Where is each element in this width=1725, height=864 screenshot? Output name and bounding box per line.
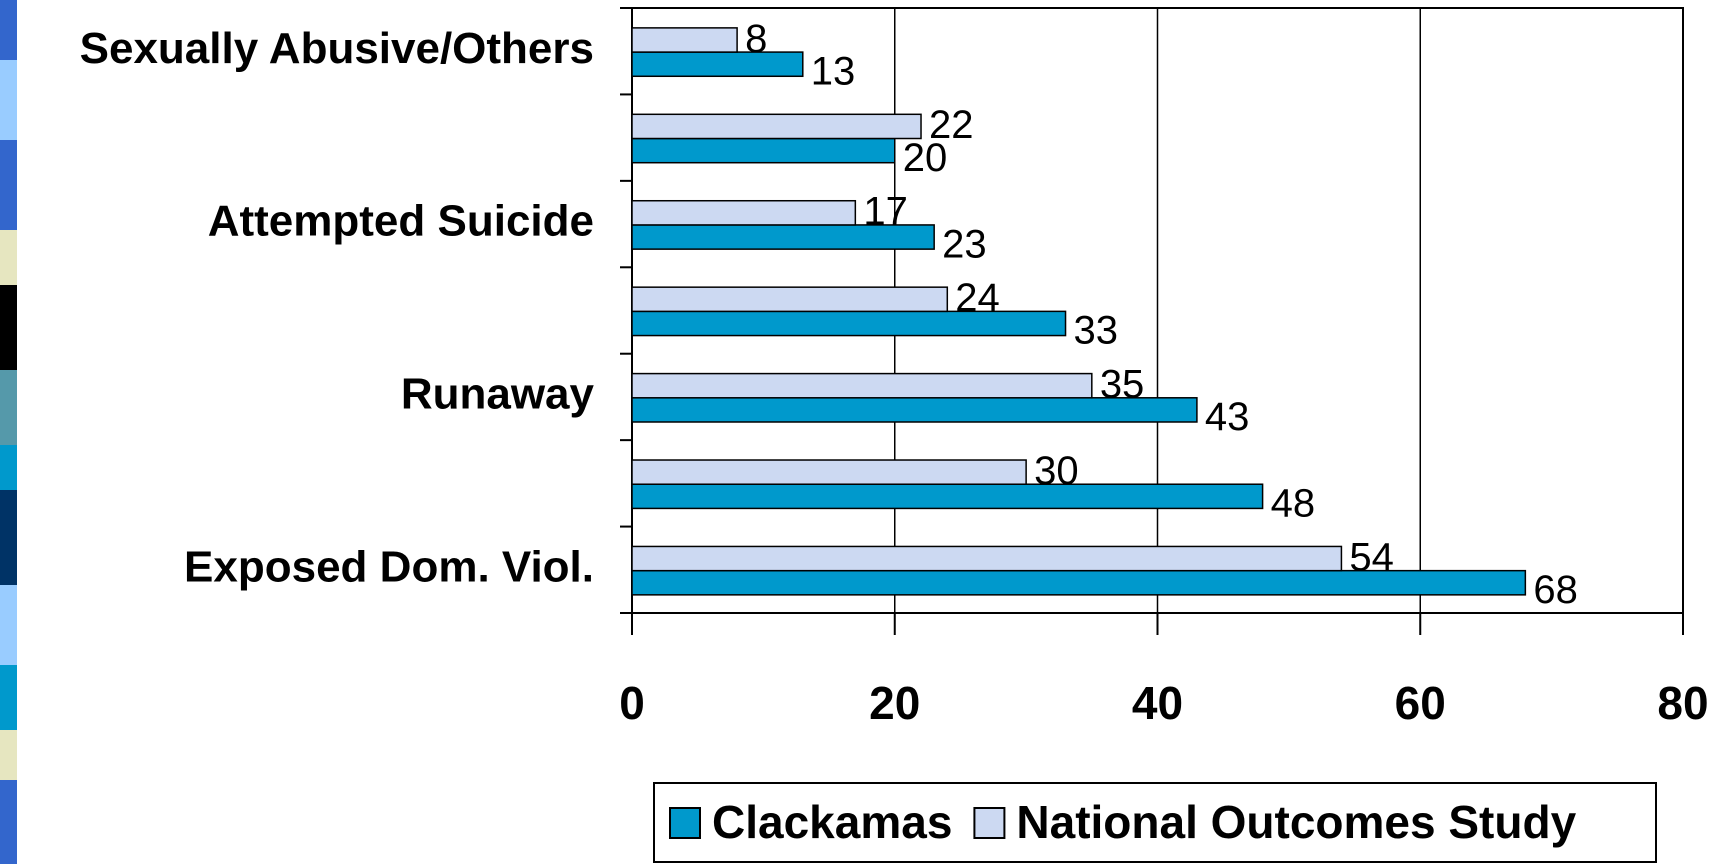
x-tick-label: 60 — [1395, 677, 1446, 729]
value-label: 43 — [1205, 395, 1250, 439]
bar — [631, 459, 1027, 485]
bar — [631, 372, 1093, 399]
value-label: 30 — [1034, 449, 1079, 493]
legend-box — [653, 782, 1657, 863]
y-tick-label: Runaway — [401, 370, 595, 419]
value-label: 8 — [745, 17, 767, 61]
x-tick-label: 0 — [619, 677, 645, 729]
bar — [631, 199, 857, 226]
bar — [631, 137, 896, 164]
value-label: 24 — [955, 276, 1000, 320]
value-label: 33 — [1074, 309, 1119, 353]
legend-swatch — [669, 807, 701, 839]
value-label: 54 — [1349, 535, 1394, 579]
bar — [631, 27, 738, 53]
legend-label: Clackamas — [712, 796, 952, 848]
value-label: 68 — [1533, 568, 1578, 612]
bar — [631, 569, 1527, 596]
bar — [631, 224, 935, 250]
x-tick-label: 80 — [1657, 677, 1708, 729]
legend-label: National Outcomes Study — [1016, 796, 1576, 848]
y-tick-label: Exposed Dom. Viol. — [184, 542, 594, 591]
value-label: 22 — [929, 103, 974, 147]
y-tick-label: Attempted Suicide — [208, 197, 594, 246]
bar — [631, 545, 1343, 572]
value-label: 17 — [863, 190, 908, 234]
x-tick-label: 40 — [1132, 677, 1183, 729]
bar — [631, 397, 1198, 423]
x-tick-label: 20 — [869, 677, 920, 729]
legend-swatch — [973, 807, 1006, 839]
value-label: 35 — [1100, 362, 1145, 406]
bar — [631, 310, 1067, 337]
bar — [631, 286, 949, 313]
y-tick-label: Sexually Abusive/Others — [80, 24, 594, 73]
value-label: 20 — [903, 136, 948, 180]
value-label: 48 — [1271, 482, 1316, 526]
bar — [631, 483, 1264, 510]
bar — [631, 113, 922, 140]
value-label: 13 — [811, 49, 856, 93]
value-label: 23 — [942, 222, 987, 266]
bar — [631, 51, 804, 78]
side-decoration — [0, 0, 17, 864]
